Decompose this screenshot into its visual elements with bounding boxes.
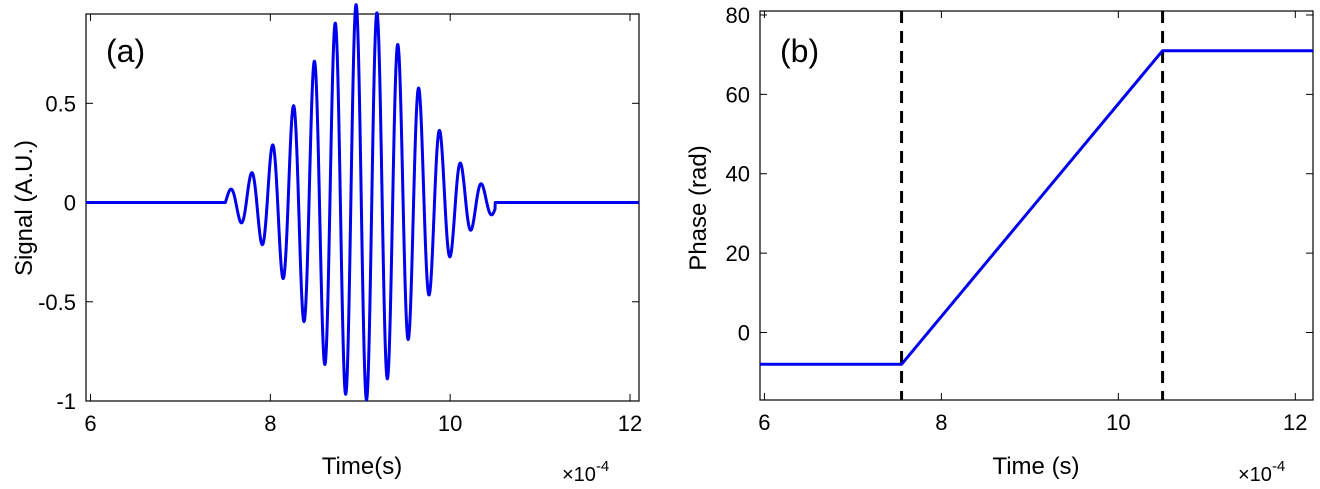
panel-b-x-multiplier: ×10-4 xyxy=(1238,458,1285,486)
panel-b-y-tick-label: 20 xyxy=(726,241,750,266)
panel-a-y-tick-label: -1 xyxy=(56,389,76,414)
panel-a-y-tick-label: 0.5 xyxy=(45,91,76,116)
panel-a-label: (a) xyxy=(106,33,145,69)
panel-a-x-tick-label: 10 xyxy=(438,411,462,436)
panel-a-signal-line xyxy=(84,3,641,402)
panel-b-phase-line xyxy=(760,49,1313,366)
panel-b-label: (b) xyxy=(780,33,819,69)
panel-a: 6 8 10 12 -1 -0.5 0 0.5 (a) Time(s) Signal (A.U… xyxy=(11,3,642,486)
panel-b-axes-frame xyxy=(759,10,1314,401)
panel-b-y-axis-label: Phase (rad) xyxy=(685,145,712,270)
panel-a-ticks: 6 8 10 12 -1 -0.5 0 0.5 xyxy=(38,14,642,436)
panel-b-ticks: 6 8 10 12 0 20 40 60 80 xyxy=(726,3,1313,435)
panel-b-dashed-lines xyxy=(900,11,1165,400)
panel-a-y-axis-label: Signal (A.U.) xyxy=(11,140,38,276)
panel-a-axes-frame xyxy=(85,13,640,402)
panel-b-x-tick-label: 12 xyxy=(1283,410,1307,435)
panel-a-x-tick-label: 12 xyxy=(618,411,642,436)
panel-b-x-tick-label: 8 xyxy=(935,410,947,435)
panel-a-y-tick-label: -0.5 xyxy=(38,290,76,315)
panel-b-x-tick-label: 10 xyxy=(1106,410,1130,435)
panel-b-y-tick-label: 60 xyxy=(726,82,750,107)
panel-a-y-tick-label: 0 xyxy=(64,191,76,216)
panel-b-y-tick-label: 0 xyxy=(738,321,750,346)
panel-b: 6 8 10 12 0 20 40 60 80 (b) Time (s) Phase (rad)… xyxy=(685,3,1314,486)
panel-a-x-tick-label: 8 xyxy=(264,411,276,436)
panel-a-x-axis-label: Time(s) xyxy=(322,453,402,480)
panel-b-y-tick-label: 40 xyxy=(726,162,750,187)
panel-a-x-multiplier: ×10-4 xyxy=(562,458,609,486)
panel-b-x-tick-label: 6 xyxy=(758,410,770,435)
panel-b-y-tick-label: 80 xyxy=(726,3,750,28)
panel-a-x-tick-label: 6 xyxy=(84,411,96,436)
panel-b-x-axis-label: Time (s) xyxy=(992,453,1079,480)
